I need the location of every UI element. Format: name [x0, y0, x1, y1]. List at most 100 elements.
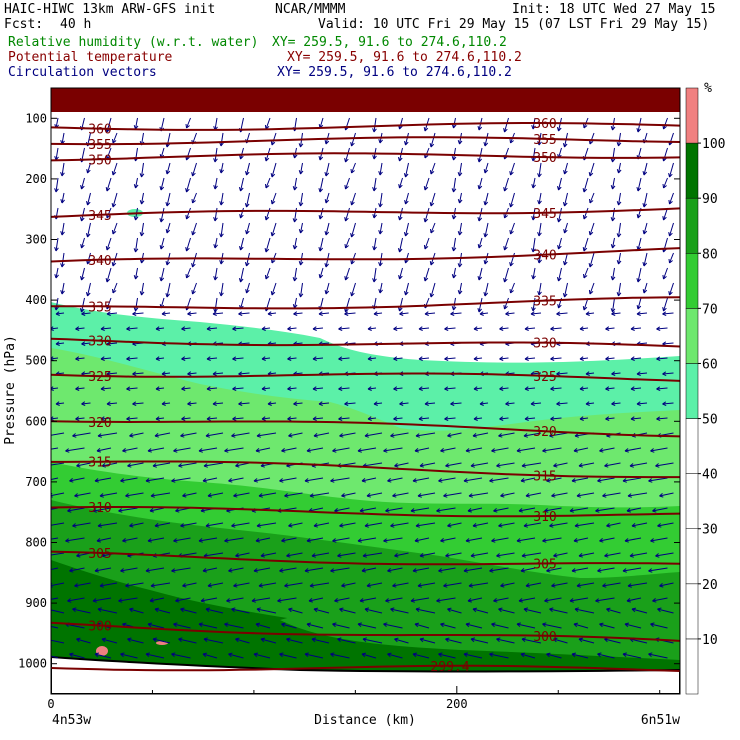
- circulation-vector: [558, 237, 562, 250]
- circulation-vector: [318, 402, 330, 405]
- fcst-value: 40 h: [60, 17, 92, 32]
- vector-head: [111, 202, 117, 208]
- circulation-vector: [228, 653, 244, 659]
- circulation-vector: [424, 312, 436, 315]
- vector-head: [398, 274, 403, 280]
- circulation-vector: [550, 327, 562, 330]
- vector-head: [100, 356, 105, 362]
- vector-head: [656, 416, 661, 422]
- circulation-vector: [81, 402, 91, 405]
- vector-head: [264, 216, 270, 221]
- vector-head: [630, 386, 635, 392]
- circulation-vector: [472, 432, 489, 437]
- vector-head: [281, 622, 286, 628]
- circulation-vector: [414, 623, 430, 629]
- vector-head: [47, 524, 51, 528]
- vector-head: [364, 523, 369, 528]
- vector-head: [473, 416, 478, 421]
- circulation-vector: [180, 522, 197, 527]
- circulation-vector: [479, 312, 489, 315]
- circulation-vector: [367, 387, 377, 390]
- vector-head: [418, 356, 423, 362]
- vector-head: [306, 448, 311, 453]
- vector-head: [213, 308, 218, 313]
- vector-head: [178, 463, 183, 468]
- vector-head: [256, 607, 261, 612]
- theta-contour-label: 305: [533, 557, 556, 572]
- circulation-vector: [379, 162, 383, 176]
- vector-head: [235, 463, 240, 468]
- vector-head: [383, 448, 388, 453]
- circulation-vector: [337, 638, 356, 644]
- theta-contour-label: 340: [533, 249, 556, 264]
- vector-head: [571, 478, 576, 483]
- vector-head: [367, 356, 372, 361]
- vector-head: [338, 416, 343, 422]
- vector-head: [232, 356, 237, 362]
- y-tick-label: 600: [25, 414, 47, 428]
- circulation-vector: [75, 357, 85, 360]
- theta-contour: [51, 621, 680, 642]
- circulation-vector: [75, 327, 85, 330]
- vector-head: [258, 493, 263, 498]
- vector-head: [288, 607, 293, 613]
- vector-head: [520, 478, 525, 483]
- circulation-vector: [669, 282, 674, 296]
- circulation-vector: [510, 192, 515, 208]
- vector-head: [330, 568, 335, 573]
- vector-head: [404, 199, 409, 205]
- vector-head: [473, 386, 478, 391]
- vector-head: [76, 637, 81, 643]
- vector-head: [334, 598, 339, 603]
- circulation-vector: [463, 477, 483, 482]
- vector-head: [505, 311, 510, 316]
- vector-head: [423, 276, 429, 282]
- vector-head: [213, 276, 218, 281]
- vector-head: [493, 508, 498, 513]
- circulation-vector: [325, 282, 330, 295]
- circulation-vector: [669, 162, 674, 178]
- vector-head: [624, 448, 629, 453]
- vector-head: [228, 478, 233, 483]
- vector-head: [233, 493, 238, 498]
- vector-head: [281, 538, 286, 543]
- vector-head: [97, 607, 102, 612]
- circulation-vector: [662, 402, 674, 405]
- vector-head: [616, 142, 622, 147]
- circulation-vector: [97, 608, 118, 614]
- vector-head: [198, 622, 203, 627]
- circulation-vector: [636, 402, 648, 405]
- vector-head: [423, 186, 429, 191]
- circulation-vector: [542, 447, 562, 452]
- circulation-vector: [271, 162, 277, 178]
- vector-head: [159, 244, 165, 250]
- vector-head: [67, 598, 72, 603]
- y-tick-label: 300: [25, 233, 47, 247]
- circulation-vector: [161, 372, 171, 375]
- circulation-vector: [255, 537, 271, 542]
- y-tick-label: 800: [25, 536, 47, 550]
- circulation-vector: [597, 567, 615, 572]
- vector-head: [372, 128, 377, 133]
- circulation-vector: [405, 252, 409, 264]
- circulation-vector: [463, 567, 483, 572]
- circulation-vector: [564, 192, 568, 207]
- circulation-vector: [405, 132, 409, 146]
- circulation-vector: [589, 162, 595, 177]
- circulation-vector: [650, 447, 668, 452]
- vector-head: [279, 652, 284, 658]
- vector-head: [562, 143, 568, 148]
- circulation-vector: [232, 387, 244, 390]
- field-vector-name: Circulation vectors: [8, 65, 157, 80]
- circulation-vector: [583, 207, 589, 220]
- vector-head: [202, 568, 207, 573]
- vector-head: [45, 638, 49, 642]
- vector-head: [419, 463, 424, 468]
- circulation-vector: [203, 552, 224, 557]
- vector-head: [524, 356, 529, 362]
- vector-head: [483, 233, 488, 238]
- vector-head: [344, 184, 349, 190]
- vector-head: [483, 200, 489, 206]
- vector-head: [312, 416, 317, 422]
- vector-head: [74, 583, 79, 588]
